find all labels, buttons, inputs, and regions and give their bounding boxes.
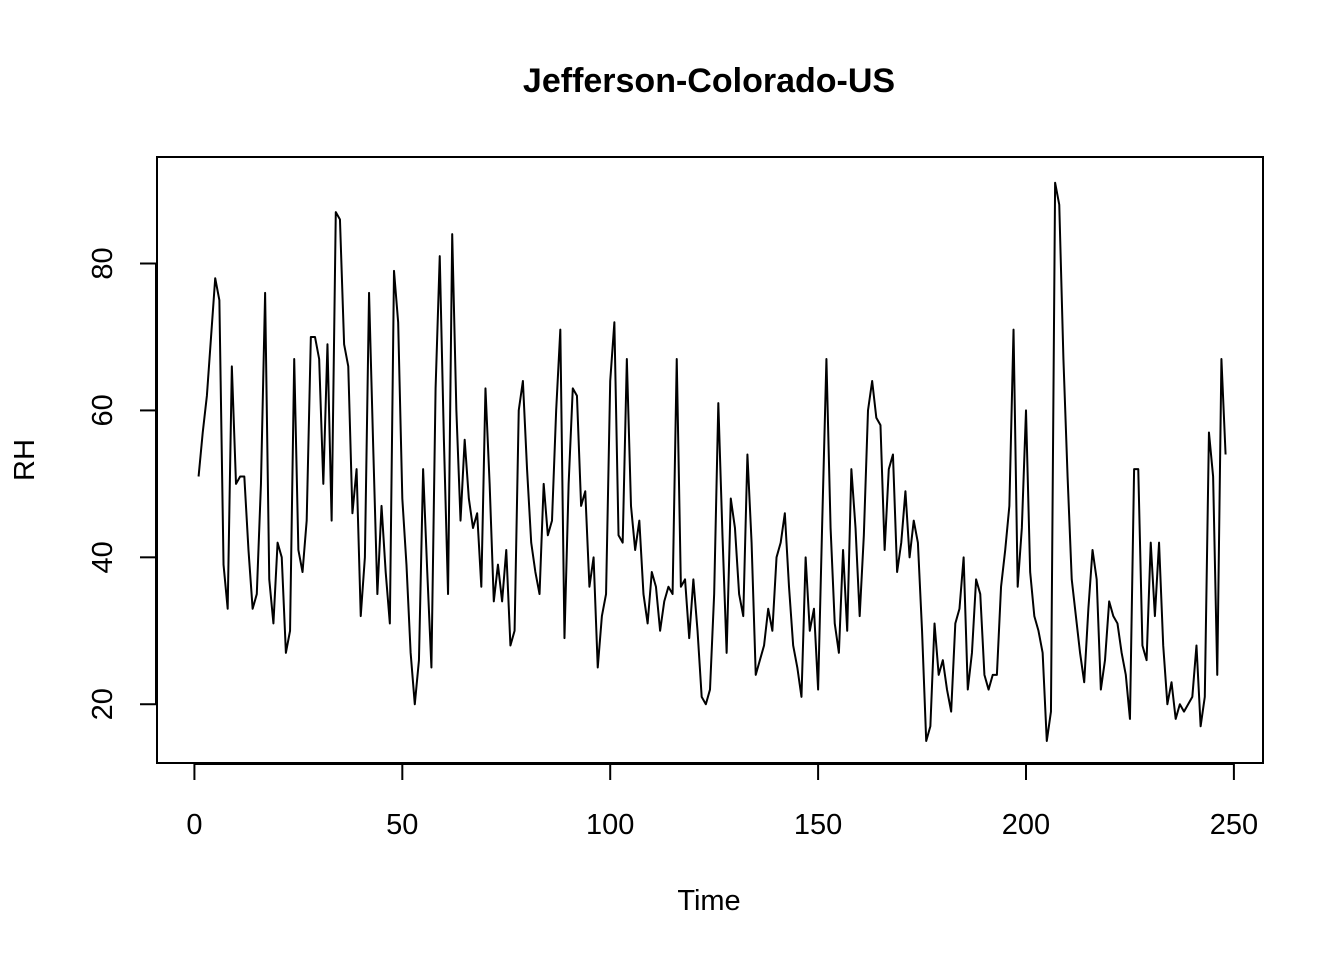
y-axis-label: RH: [9, 439, 41, 481]
x-axis: 0 50 100 150 200 250: [186, 763, 1258, 841]
x-tick-label: 250: [1210, 809, 1258, 841]
y-tick-label: 80: [87, 247, 119, 279]
y-tick-label: 20: [87, 688, 119, 720]
chart-title: Jefferson-Colorado-US: [523, 62, 895, 100]
y-tick-label: 40: [87, 541, 119, 573]
x-tick-label: 50: [386, 809, 418, 841]
series-layer: [197, 181, 1227, 742]
series-line: [197, 181, 1227, 742]
x-axis-label: Time: [677, 885, 740, 917]
y-axis: 20 40 60 80: [87, 247, 157, 720]
y-tick-label: 60: [87, 394, 119, 426]
x-tick-label: 100: [586, 809, 634, 841]
x-tick-label: 0: [186, 809, 202, 841]
x-tick-label: 150: [794, 809, 842, 841]
x-tick-label: 200: [1002, 809, 1050, 841]
